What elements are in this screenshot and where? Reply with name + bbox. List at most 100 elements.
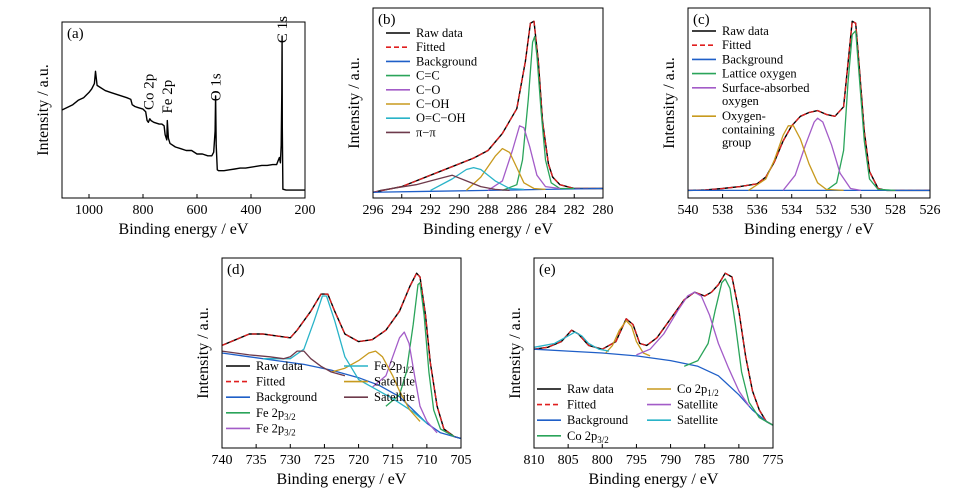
annotation-a-1: Fe 2p: [160, 80, 176, 114]
plot-frame-c: [687, 7, 931, 199]
legend-label-d-0: Raw data: [256, 359, 303, 373]
legend-label-c-2: Background: [722, 52, 784, 66]
legend-label-b-2: Background: [416, 54, 478, 68]
legend-b: Raw dataFittedBackgroundC=CC−OC−OHO=C−OH…: [386, 26, 478, 139]
series-e-4: [605, 320, 651, 357]
legend-label-b-1: Fitted: [416, 40, 446, 54]
x-tick-label-b-8: 280: [593, 203, 614, 218]
x-tick-label-e-2: 800: [592, 453, 613, 468]
legend-label-c-5-2: group: [722, 136, 751, 150]
x-tick-label-e-0: 810: [524, 453, 545, 468]
plot-frame-a: [61, 21, 306, 199]
legend-sub-e-3: 3/2: [597, 435, 609, 445]
series-b-4: [487, 125, 560, 191]
x-tick-label-a-1: 800: [133, 203, 154, 218]
series-b-3: [502, 35, 575, 192]
x-axis-label-b: Binding energy / eV: [423, 221, 553, 238]
series-c-0: [687, 20, 930, 192]
series-b-7: [380, 174, 510, 192]
annotation-a-0: Co 2p: [141, 74, 157, 110]
series-e-6: [533, 331, 610, 352]
x-tick-label-c-1: 538: [712, 203, 733, 218]
legend-label-b-3: C=C: [416, 69, 440, 83]
series-c-5: [748, 125, 844, 192]
series-d-4: [371, 331, 438, 434]
x-tick-label-a-4: 200: [295, 203, 316, 218]
x-tick-label-c-7: 526: [920, 203, 941, 218]
series-b-1: [372, 20, 603, 193]
x-tick-label-e-1: 805: [558, 453, 579, 468]
series-b-6: [430, 166, 524, 191]
x-tick-label-b-3: 290: [449, 203, 470, 218]
series-c-3: [825, 30, 896, 192]
x-tick-label-b-4: 288: [478, 203, 499, 218]
series-d-3: [385, 282, 455, 438]
legend-label-d-3: Fe 2p3/2: [256, 406, 296, 422]
plot-frame-b: [372, 7, 604, 199]
legend-label-b-6: O=C−OH: [416, 111, 466, 125]
legend-label-e-3: Co 2p3/2: [567, 429, 609, 445]
legend-label-b-7: π−π: [416, 125, 436, 139]
series-d-7: [221, 350, 346, 377]
x-tick-label-d-7: 705: [451, 453, 472, 468]
legend-label-c-5: Oxygen-: [722, 109, 766, 123]
series-c-4: [782, 117, 862, 192]
x-axis-label-c: Binding energy / eV: [744, 221, 874, 238]
x-tick-label-e-4: 790: [660, 453, 681, 468]
panel-label-d: (d): [227, 262, 245, 278]
legend-label-c-4-1: oxygen: [722, 94, 760, 108]
legend-sub-d-3: 3/2: [284, 412, 296, 422]
y-axis-label-e: Intensity / a.u.: [507, 307, 524, 399]
x-tick-label-a-0: 1000: [75, 203, 103, 218]
legend-label-c-5-1: containing: [722, 122, 776, 136]
legend-label-d-4: Fe 2p3/2: [256, 421, 296, 437]
legend-label-e-6: Satellite: [677, 413, 718, 427]
panel-label-b: (b): [378, 12, 396, 28]
legend-label-c-0: Raw data: [722, 24, 769, 38]
panel-label-e: (e): [539, 262, 556, 278]
x-tick-label-b-2: 292: [420, 203, 441, 218]
plot-frame-e: [533, 257, 774, 449]
x-tick-label-b-1: 294: [391, 203, 412, 218]
legend-sub-d-4: 3/2: [284, 427, 296, 437]
panel-e: 810 805 800 795 790 785 780 775 Binding energy /…: [507, 257, 784, 488]
x-tick-label-e-6: 780: [728, 453, 749, 468]
x-tick-label-c-4: 532: [816, 203, 837, 218]
series-a-0: [61, 35, 305, 191]
legend-sub-e-4: 1/2: [707, 388, 719, 398]
panel-b: 296 294 292 290 288 286 284 282 280 Binding energ…: [346, 7, 614, 238]
series-d-2: [221, 352, 462, 440]
x-tick-label-d-0: 740: [212, 453, 233, 468]
x-tick-label-a-3: 400: [241, 203, 262, 218]
panel-label-c: (c): [693, 12, 710, 28]
x-tick-label-d-4: 720: [348, 453, 369, 468]
x-tick-label-d-2: 730: [280, 453, 301, 468]
x-tick-label-e-5: 785: [694, 453, 715, 468]
panel-c: 540 538 536 534 532 530 528 526 Binding energy /…: [661, 7, 941, 238]
x-tick-label-c-3: 534: [781, 203, 802, 218]
legend-label-b-4: C−O: [416, 83, 440, 97]
legend-label-d-2: Background: [256, 390, 318, 404]
series-d-6: [331, 350, 421, 422]
x-tick-label-b-6: 284: [535, 203, 556, 218]
x-axis-label-d: Binding energy / eV: [277, 471, 407, 488]
x-tick-label-a-2: 600: [187, 203, 208, 218]
annotation-a-3: C 1s: [275, 16, 291, 43]
x-tick-label-d-1: 735: [246, 453, 267, 468]
y-axis-label-d: Intensity / a.u.: [195, 307, 212, 399]
x-tick-label-c-5: 530: [850, 203, 871, 218]
series-e-5: [636, 291, 750, 407]
series-e-1: [533, 272, 774, 426]
x-tick-label-b-5: 286: [506, 203, 527, 218]
x-tick-label-c-2: 536: [747, 203, 768, 218]
series-d-5: [263, 295, 428, 424]
legend-label-c-3: Lattice oxygen: [722, 67, 797, 81]
legend-label-b-5: C−OH: [416, 97, 449, 111]
x-tick-label-c-0: 540: [678, 203, 699, 218]
legend-label-c-4: Surface-absorbed: [722, 81, 810, 95]
x-tick-label-d-5: 715: [382, 453, 403, 468]
x-tick-label-d-3: 725: [314, 453, 335, 468]
